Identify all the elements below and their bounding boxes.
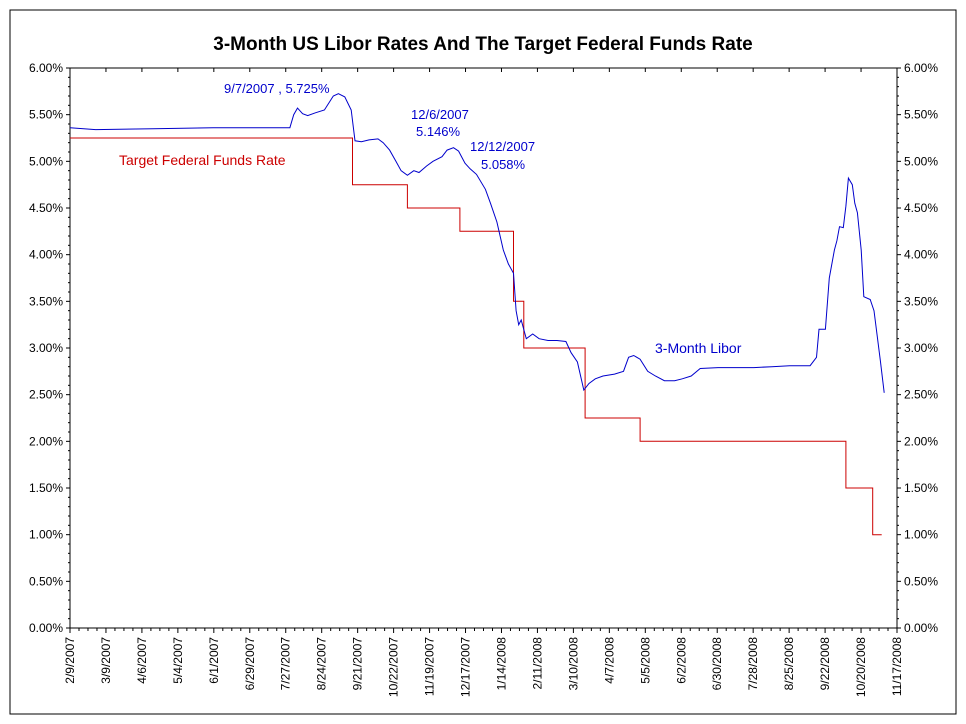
x-axis: 2/9/2007 3/9/2007 4/6/2007 5/4/2007 6/1/2007… [63,68,904,697]
x-tick-label: 3/9/2007 [99,637,113,684]
y-tick-label-left: 2.00% [29,434,63,448]
y-tick-label-right: 4.00% [904,248,938,262]
y-tick-label-left: 0.50% [29,574,63,588]
y-tick-label-left: 2.50% [29,388,63,402]
x-tick-label: 2/11/2008 [530,637,544,690]
x-tick-label: 7/27/2007 [279,637,293,691]
y-tick-label-left: 4.50% [29,201,63,215]
y-tick-label-right: 5.50% [904,108,938,122]
x-tick-label: 11/17/2008 [890,637,904,696]
x-tick-label: 12/17/2007 [459,637,473,697]
annotation-dec-12-value: 5.058% [481,157,526,172]
x-tick-label: 6/29/2007 [243,637,257,691]
x-tick-label: 9/21/2007 [351,637,365,691]
y-tick-label-right: 5.00% [904,154,938,168]
x-tick-label: 3/10/2008 [566,637,580,691]
x-tick-label: 4/6/2007 [135,637,149,684]
y-tick-label-left: 5.50% [29,108,63,122]
y-tick-label-right: 4.50% [904,201,938,215]
series-lines [69,93,885,536]
annotations: 9/7/2007 , 5.725% 12/6/2007 5.146% 12/12… [224,81,535,172]
y-tick-label-right: 0.50% [904,574,938,588]
x-tick-label: 6/30/2008 [710,637,724,691]
y-tick-label-left: 1.50% [29,481,63,495]
y-tick-label-left: 1.00% [29,528,63,542]
y-tick-label-left: 6.00% [29,61,63,75]
x-tick-label: 4/7/2008 [602,637,616,684]
x-tick-label: 6/1/2007 [207,637,221,684]
y-tick-label-right: 0.00% [904,621,938,635]
x-tick-label: 7/28/2008 [746,637,760,691]
y-tick-label-left: 3.00% [29,341,63,355]
annotation-dec-12-date: 12/12/2007 [470,139,535,154]
y-tick-label-right: 3.00% [904,341,938,355]
x-tick-label: 2/9/2007 [63,637,77,684]
x-tick-label: 6/2/2008 [674,637,688,684]
chart-title: 3-Month US Libor Rates And The Target Fe… [213,34,752,55]
y-axis-right: 0.00% 0.50% 1.00% 1.50% 2.00% 2.50% 3.00% 3.50%… [897,61,938,635]
y-tick-label-left: 3.50% [29,294,63,308]
x-tick-label: 8/24/2007 [315,637,329,691]
y-tick-label-right: 3.50% [904,294,938,308]
annotation-sep-2007-peak: 9/7/2007 , 5.725% [224,81,330,96]
x-tick-label: 5/4/2007 [171,637,185,684]
y-tick-label-left: 4.00% [29,248,63,262]
y-tick-label-right: 2.00% [904,434,938,448]
y-tick-label-left: 5.00% [29,154,63,168]
y-tick-label-right: 1.00% [904,528,938,542]
y-axis-left: 0.00% 0.50% 1.00% 1.50% 2.00% 2.50% 3.00% 3.50%… [29,61,70,635]
x-tick-label: 1/14/2008 [494,637,508,691]
series-label-3-month-libor: 3-Month Libor [655,340,742,356]
series-line-target-federal-funds-rate [70,137,882,536]
y-tick-label-left: 0.00% [29,621,63,635]
x-tick-label: 5/5/2008 [638,637,652,684]
y-tick-label-right: 6.00% [904,61,938,75]
x-tick-label: 10/20/2008 [854,637,868,697]
y-tick-label-right: 1.50% [904,481,938,495]
series-line-3-month-libor [69,93,885,393]
x-tick-label: 11/19/2007 [423,637,437,696]
x-tick-label: 10/22/2007 [387,637,401,697]
x-tick-label: 9/22/2008 [818,637,832,691]
y-tick-label-right: 2.50% [904,388,938,402]
chart-border [9,9,957,715]
x-tick-label: 8/25/2008 [782,637,796,691]
series-label-target-federal-funds-rate: Target Federal Funds Rate [119,152,286,168]
annotation-dec-6-date: 12/6/2007 [411,107,469,122]
annotation-dec-6-value: 5.146% [416,124,461,139]
